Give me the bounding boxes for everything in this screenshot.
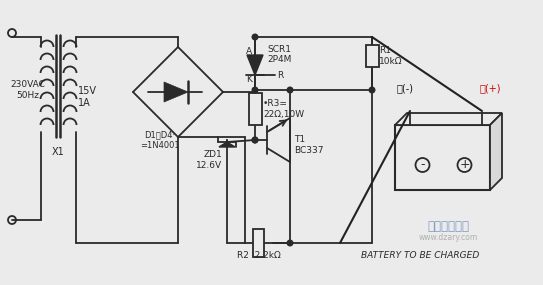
Circle shape xyxy=(252,137,258,143)
Text: -: - xyxy=(420,158,425,172)
Polygon shape xyxy=(164,82,188,102)
Circle shape xyxy=(252,87,258,93)
Text: +: + xyxy=(459,158,470,172)
Circle shape xyxy=(287,240,293,246)
Text: www.dzary.com: www.dzary.com xyxy=(418,233,478,241)
Bar xyxy=(395,125,490,190)
Polygon shape xyxy=(247,55,263,75)
Text: T1
BC337: T1 BC337 xyxy=(294,135,324,155)
Circle shape xyxy=(252,34,258,40)
Text: BATTERY TO BE CHARGED: BATTERY TO BE CHARGED xyxy=(361,251,479,260)
Text: 黑(-): 黑(-) xyxy=(396,83,414,93)
Text: 红(+): 红(+) xyxy=(479,83,501,93)
Text: D1～D4·
=1N4001: D1～D4· =1N4001 xyxy=(140,130,180,150)
Circle shape xyxy=(287,87,293,93)
Polygon shape xyxy=(490,113,502,190)
Text: 230VAC
50Hz: 230VAC 50Hz xyxy=(10,80,46,100)
Text: R2  2.2kΩ: R2 2.2kΩ xyxy=(237,251,280,260)
Bar xyxy=(249,93,262,125)
Circle shape xyxy=(458,158,471,172)
Text: SCR1
2P4M: SCR1 2P4M xyxy=(267,45,292,64)
Text: X1: X1 xyxy=(52,147,65,157)
Text: ZD1
12.6V: ZD1 12.6V xyxy=(196,150,222,170)
Circle shape xyxy=(415,158,430,172)
Polygon shape xyxy=(219,142,235,147)
Text: R1
10kΩ: R1 10kΩ xyxy=(379,46,402,66)
Circle shape xyxy=(369,87,375,93)
Polygon shape xyxy=(395,113,502,125)
Text: 电子制作天地: 电子制作天地 xyxy=(427,221,469,233)
Bar xyxy=(253,229,264,257)
Text: R: R xyxy=(277,70,283,80)
Circle shape xyxy=(252,137,258,143)
Text: •R3=
22Ω,10W: •R3= 22Ω,10W xyxy=(263,99,304,119)
Text: 15V
1A: 15V 1A xyxy=(78,86,97,108)
Text: K: K xyxy=(246,74,252,84)
Text: A: A xyxy=(246,46,252,56)
Bar xyxy=(365,45,378,67)
